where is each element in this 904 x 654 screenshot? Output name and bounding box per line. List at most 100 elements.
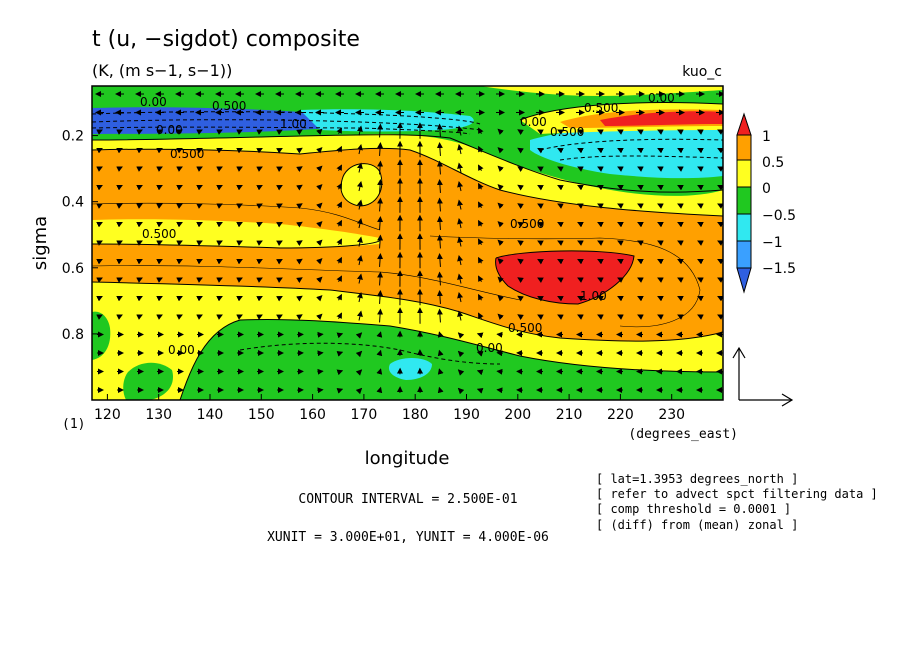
vector-arrow [637, 166, 644, 172]
vector-arrow [478, 275, 484, 283]
vector-arrow [697, 148, 704, 154]
vector-arrow [296, 277, 303, 283]
x-unit-label: (degrees_east) [628, 427, 738, 442]
vector-arrow [436, 234, 443, 249]
vector-arrow [617, 129, 624, 135]
vector-arrow [517, 240, 524, 246]
chart-tag: kuo_c [682, 64, 722, 80]
vector-arrow [176, 259, 183, 265]
vector-arrow [717, 129, 723, 135]
vector-arrow [336, 145, 342, 153]
x-tick-label: 120 [94, 407, 121, 423]
vector-arrow [336, 275, 342, 283]
vector-arrow [156, 296, 163, 302]
vector-arrow [697, 296, 704, 302]
vector-arrow [557, 203, 564, 209]
colorbar-swatch [736, 159, 752, 188]
vector-arrow [136, 296, 143, 302]
vector-arrow [116, 314, 123, 320]
vector-arrow [356, 292, 363, 303]
region-topright-red [600, 111, 723, 126]
vector-arrow [436, 308, 443, 323]
vector-arrow [96, 277, 103, 283]
vector-arrow [377, 271, 384, 286]
vector-arrow [196, 240, 203, 246]
vector-arrow [96, 166, 103, 172]
vector-arrow [657, 185, 664, 191]
vector-arrow [156, 185, 163, 191]
vector-arrow [436, 160, 443, 175]
vector-arrow [116, 185, 123, 191]
contour-label: 0.00 [648, 91, 675, 105]
vector-arrow [356, 218, 363, 229]
vector-arrow [537, 295, 544, 302]
vector-arrow [236, 129, 243, 135]
vector-arrow [577, 277, 584, 283]
region-left-yellow-tongue [92, 219, 380, 248]
note-line: [ comp threshold = 0.0001 ] [596, 502, 791, 516]
vector-arrow [377, 290, 384, 304]
vector-arrow [336, 388, 344, 394]
vector-arrow [617, 314, 624, 320]
vector-arrow [336, 369, 344, 376]
x-tick-label: 200 [504, 407, 531, 423]
vector-arrow [457, 236, 464, 247]
vector-arrow [236, 203, 243, 209]
vector-arrow [478, 182, 484, 190]
vector-arrow [497, 313, 504, 320]
vector-arrow [356, 162, 363, 173]
vector-arrow [116, 296, 123, 302]
vector-arrow [517, 203, 524, 209]
vector-arrow [296, 295, 303, 302]
vector-arrow [577, 185, 584, 191]
vector-arrow [478, 293, 484, 301]
vector-arrow [316, 239, 323, 246]
vector-arrow [156, 203, 163, 209]
vector-arrow [537, 129, 544, 135]
y-tick-label: 0.8 [62, 327, 84, 343]
vector-arrow [457, 181, 464, 192]
vector-arrow [577, 166, 584, 172]
vector-arrow [496, 368, 503, 375]
vector-arrow [677, 222, 684, 228]
vector-arrow [216, 185, 223, 191]
vector-arrow [597, 222, 604, 228]
vector-arrow [156, 166, 163, 172]
vector-arrow [216, 259, 223, 265]
vector-arrow [677, 314, 684, 320]
vector-arrow [376, 331, 383, 338]
vector-arrow [336, 312, 342, 320]
vector-arrow [176, 166, 183, 172]
vector-arrow [497, 221, 504, 228]
vector-arrow [256, 277, 263, 283]
contour-line [239, 342, 501, 365]
vector-arrow [497, 239, 504, 246]
vector-arrow [637, 148, 644, 154]
vector-arrow [355, 350, 363, 358]
vector-arrow [96, 222, 103, 228]
y-axis: 0.2 0.4 0.6 0.8 [62, 129, 98, 343]
vector-arrow [478, 219, 484, 227]
vector-arrow [717, 296, 723, 302]
vector-arrow [336, 201, 342, 209]
vector-arrow [657, 148, 664, 154]
vector-arrow [216, 296, 223, 302]
vector-arrow [316, 221, 323, 228]
vector-arrow [557, 185, 564, 191]
vector-arrow [256, 222, 263, 228]
vector-arrow [256, 240, 263, 246]
vector-arrow [355, 369, 363, 376]
vector-arrow [256, 129, 263, 135]
vector-arrow [136, 240, 143, 246]
contour-label: 0.500 [510, 217, 544, 231]
vector-arrow [356, 236, 363, 247]
vector-arrow [497, 165, 504, 172]
vector-arrow [436, 142, 443, 156]
vector-arrow [316, 313, 323, 320]
contour-label: 0.500 [212, 99, 246, 113]
vector-arrow [136, 203, 143, 209]
x-tick-label: 190 [453, 407, 480, 423]
vector-arrow [216, 148, 223, 154]
vector-arrow [657, 240, 664, 246]
